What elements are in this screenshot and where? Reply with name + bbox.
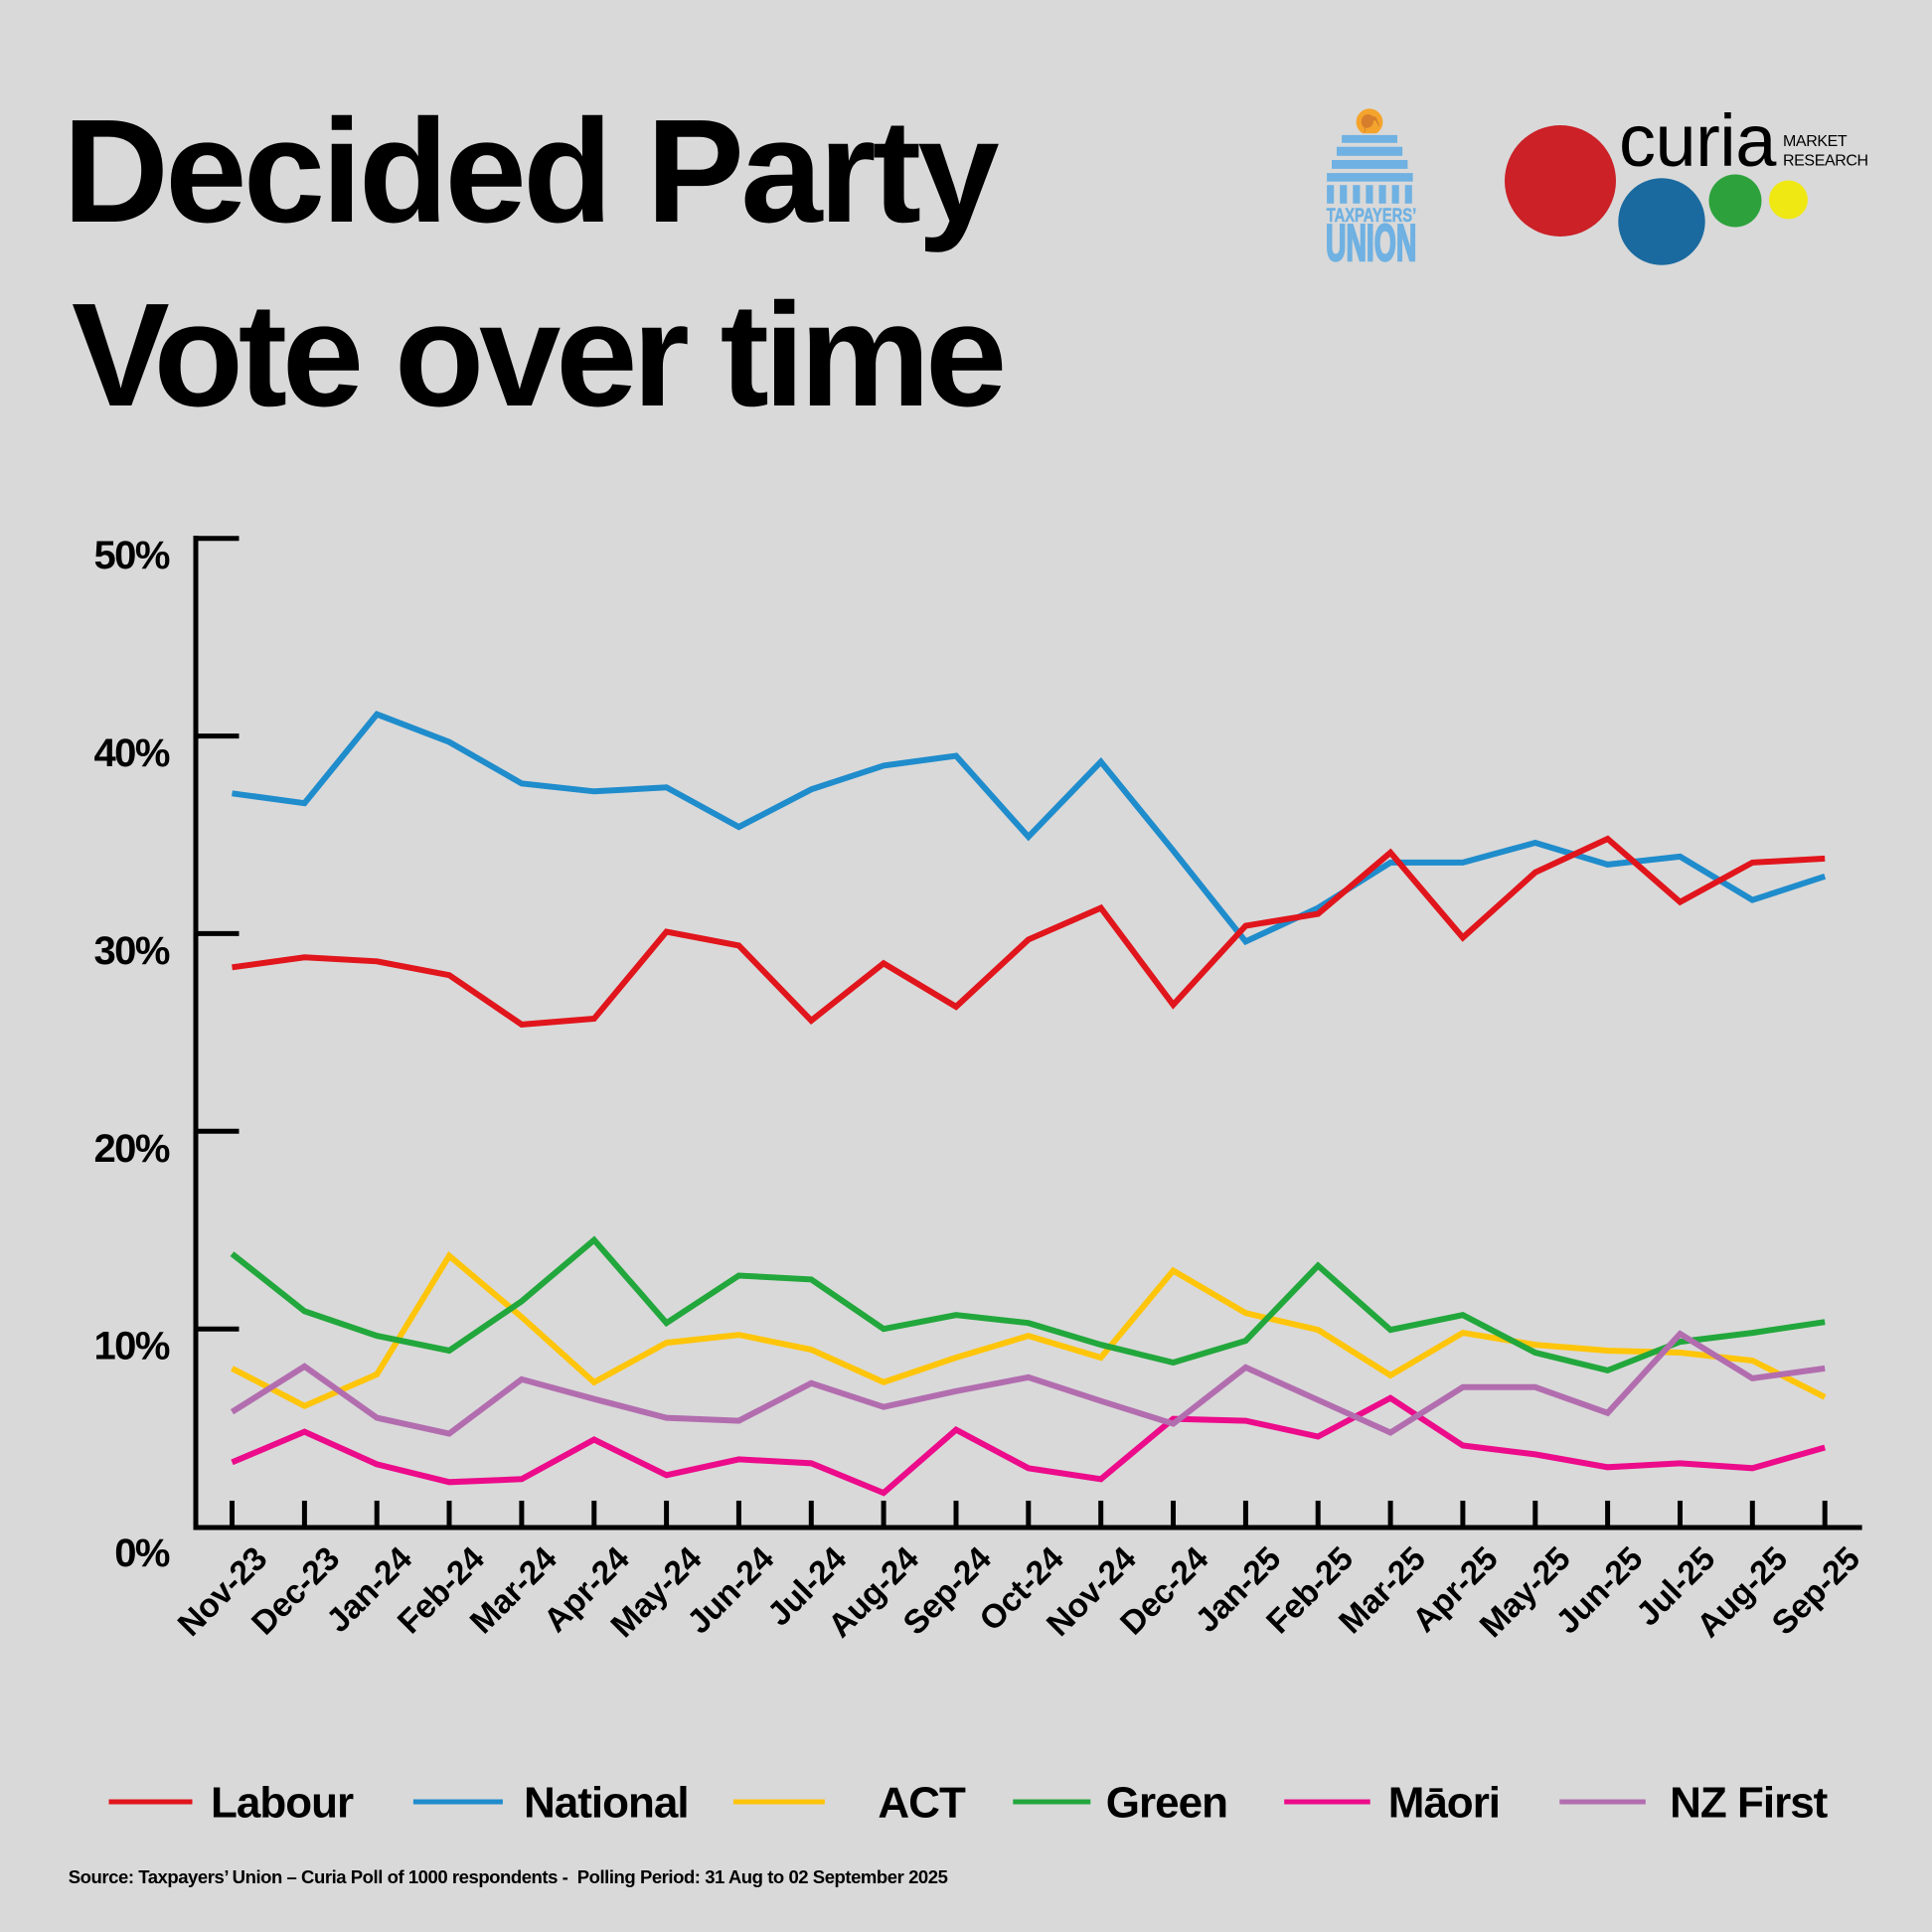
svg-text:Source: Taxpayers’ Union – Cur: Source: Taxpayers’ Union – Curia Poll of… xyxy=(69,1866,948,1887)
svg-text:curia: curia xyxy=(1619,99,1777,182)
svg-text:Vote over time: Vote over time xyxy=(72,273,1003,437)
svg-text:20%: 20% xyxy=(93,1127,169,1171)
svg-text:30%: 30% xyxy=(93,929,169,973)
svg-text:RESEARCH: RESEARCH xyxy=(1783,153,1868,170)
svg-text:ACT: ACT xyxy=(878,1779,966,1828)
svg-text:Māori: Māori xyxy=(1388,1779,1500,1828)
svg-text:National: National xyxy=(524,1779,689,1828)
svg-text:50%: 50% xyxy=(93,534,169,577)
svg-text:40%: 40% xyxy=(93,731,169,775)
svg-text:NZ First: NZ First xyxy=(1670,1779,1829,1828)
svg-text:UNION: UNION xyxy=(1326,214,1416,271)
svg-text:0%: 0% xyxy=(114,1531,170,1575)
svg-text:MARKET: MARKET xyxy=(1783,133,1848,150)
svg-text:Decided Party: Decided Party xyxy=(63,89,999,253)
svg-text:Green: Green xyxy=(1106,1779,1227,1828)
svg-text:Labour: Labour xyxy=(211,1779,354,1828)
svg-text:10%: 10% xyxy=(93,1325,169,1368)
svg-text:TAXPAYERS’: TAXPAYERS’ xyxy=(1327,206,1417,227)
